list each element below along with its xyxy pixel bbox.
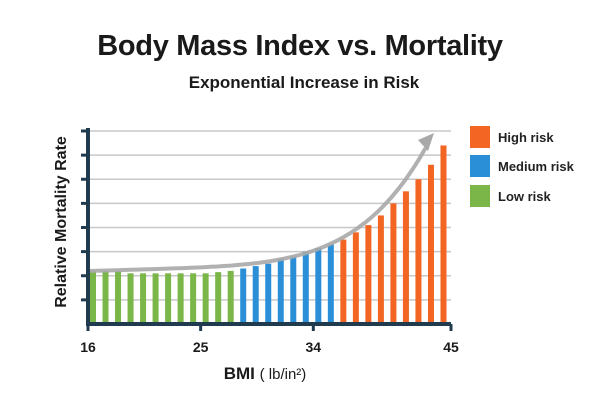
legend-label-low-risk: Low risk bbox=[498, 188, 551, 204]
axes bbox=[81, 128, 453, 331]
bar-low-risk bbox=[90, 270, 96, 324]
bar-high-risk bbox=[390, 203, 397, 324]
trend-arrow bbox=[88, 133, 434, 273]
bar-medium-risk bbox=[265, 263, 272, 324]
bar-medium-risk bbox=[315, 248, 322, 324]
trend-curve bbox=[88, 147, 427, 273]
x-axis-label-text: BMI bbox=[223, 364, 255, 383]
bar-high-risk bbox=[352, 232, 359, 324]
legend-label-medium-risk: Medium risk bbox=[498, 158, 574, 174]
bar-low-risk bbox=[140, 273, 147, 324]
bar-medium-risk bbox=[277, 258, 284, 324]
bar-high-risk bbox=[377, 215, 384, 324]
x-tick-label: 25 bbox=[193, 339, 209, 355]
x-tick-label: 16 bbox=[80, 339, 96, 355]
bar-low-risk bbox=[227, 270, 234, 324]
y-axis-label: Relative Mortality Rate bbox=[53, 136, 70, 308]
trend-arrowhead bbox=[418, 133, 434, 151]
bar-medium-risk bbox=[240, 268, 247, 324]
legend-item-medium-risk: Medium risk bbox=[470, 155, 574, 177]
bar-medium-risk bbox=[327, 244, 334, 324]
bar-medium-risk bbox=[302, 251, 309, 324]
legend-swatch-medium-risk bbox=[470, 155, 490, 177]
legend-item-high-risk: High risk bbox=[470, 126, 554, 148]
bars bbox=[90, 145, 447, 324]
bar-high-risk bbox=[365, 225, 372, 324]
x-tick-labels: 16 25 34 45 bbox=[80, 339, 459, 355]
bar-low-risk bbox=[127, 273, 134, 324]
bar-low-risk bbox=[102, 270, 109, 324]
bar-low-risk bbox=[190, 273, 197, 324]
bar-medium-risk bbox=[252, 266, 259, 324]
bar-low-risk bbox=[177, 273, 184, 324]
bar-low-risk bbox=[152, 273, 159, 324]
chart-subtitle: Exponential Increase in Risk bbox=[188, 73, 420, 92]
bar-low-risk bbox=[115, 270, 122, 324]
bar-high-risk bbox=[340, 239, 347, 324]
bar-high-risk bbox=[427, 164, 434, 324]
legend-item-low-risk: Low risk bbox=[470, 185, 551, 207]
bar-high-risk bbox=[440, 145, 447, 324]
bar-medium-risk bbox=[290, 256, 297, 324]
x-axis-label: BMI ( lb/in²) bbox=[0, 364, 530, 384]
legend-swatch-low-risk bbox=[470, 185, 490, 207]
x-axis-label-unit: ( lb/in²) bbox=[259, 366, 307, 383]
x-tick-label: 45 bbox=[443, 339, 459, 355]
legend-swatch-high-risk bbox=[470, 126, 490, 148]
bar-low-risk bbox=[202, 273, 209, 324]
chart-title: Body Mass Index vs. Mortality bbox=[97, 30, 503, 62]
bar-low-risk bbox=[165, 273, 172, 324]
bar-low-risk bbox=[215, 272, 222, 324]
legend-label-high-risk: High risk bbox=[498, 129, 554, 145]
x-tick-label: 34 bbox=[306, 339, 322, 355]
bar-high-risk bbox=[402, 191, 409, 324]
bar-high-risk bbox=[415, 179, 422, 324]
